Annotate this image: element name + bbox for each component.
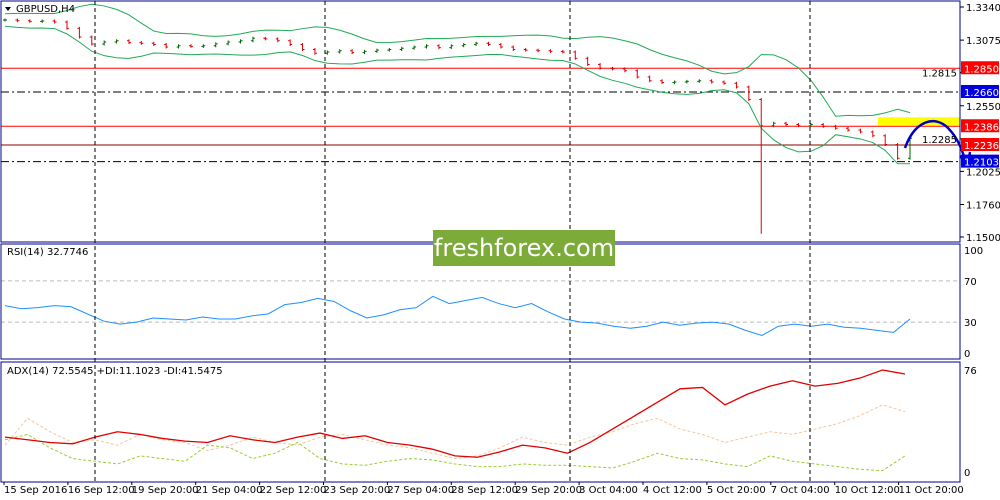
level-price-label: 1.2850	[964, 64, 999, 75]
level-price-label: 1.2660	[964, 88, 999, 99]
price-tick-label: 1.2815	[922, 69, 957, 80]
price-tick-label: 1.1760	[966, 201, 1000, 212]
rsi-tick-label: 0	[964, 349, 970, 360]
adx-tick-label: 0	[964, 468, 970, 479]
price-panel	[1, 3, 972, 234]
time-label: 22 Sep 12:00	[260, 485, 327, 496]
plus-di-value: +DI:11.1023	[97, 366, 161, 377]
panel-frame	[0, 361, 961, 483]
rsi-line	[4, 295, 911, 337]
rsi-tick-label: 30	[964, 318, 977, 329]
minus-di-value: -DI:41.5475	[164, 366, 223, 377]
adx-label: ADX(14) 72.5545 +DI:11.1023 -DI:41.5475	[7, 366, 223, 377]
level-price-tag	[961, 138, 999, 151]
price-tick-label: 1.2550	[966, 102, 1000, 113]
bollinger-lower	[4, 25, 911, 165]
level-price-label: 1.2236	[964, 141, 999, 152]
level-price-tag	[961, 85, 999, 98]
adx-value: ADX(14) 72.5545	[7, 366, 93, 377]
price-tick-label: 1.3340	[966, 3, 1000, 14]
rsi-panel	[1, 280, 960, 337]
watermark: freshforex.com	[433, 230, 615, 266]
adx-tick-label: 76	[964, 366, 977, 377]
rsi-tick-label: 100	[964, 246, 983, 257]
time-label: 7 Oct 04:00	[771, 485, 830, 496]
time-label: 3 Oct 04:00	[579, 485, 638, 496]
time-label: 23 Sep 20:00	[324, 485, 391, 496]
rsi-label: RSI(14) 32.7746	[7, 247, 88, 258]
price-tick-label: 1.2025	[966, 167, 1000, 178]
time-label: 5 Oct 20:00	[707, 485, 766, 496]
price-tick-label: 1.2285	[922, 135, 957, 146]
dropdown-triangle-icon[interactable]	[5, 7, 11, 11]
symbol-title: GBPUSD,H4	[16, 4, 75, 15]
time-label: 27 Sep 04:00	[387, 485, 454, 496]
time-label: 29 Sep 20:00	[515, 485, 582, 496]
level-price-tag	[961, 119, 999, 133]
time-label: 11 Oct 20:00	[899, 485, 964, 496]
panel-frame	[0, 0, 961, 243]
price-tick-label: 1.1500	[966, 233, 1000, 244]
time-label: 4 Oct 12:00	[643, 485, 702, 496]
minus-di-line	[4, 404, 906, 460]
level-price-label: 1.2386	[964, 122, 999, 133]
time-label: 19 Sep 20:00	[132, 485, 199, 496]
rsi-tick-label: 70	[964, 277, 977, 288]
level-price-label: 1.2103	[964, 158, 999, 169]
time-label: 16 Sep 12:00	[68, 485, 135, 496]
level-price-tag	[961, 61, 999, 75]
level-price-tag	[961, 154, 999, 168]
plus-di-line	[4, 433, 906, 472]
resistance-zone	[878, 117, 960, 126]
adx-panel	[4, 369, 906, 472]
time-label: 15 Sep 2016	[4, 485, 67, 496]
adx-line	[4, 369, 906, 458]
price-tick-label: 1.3075	[966, 36, 1000, 47]
time-label: 21 Sep 04:00	[196, 485, 263, 496]
bollinger-upper	[4, 3, 911, 117]
time-label: 10 Oct 12:00	[835, 485, 900, 496]
time-label: 28 Sep 12:00	[451, 485, 518, 496]
